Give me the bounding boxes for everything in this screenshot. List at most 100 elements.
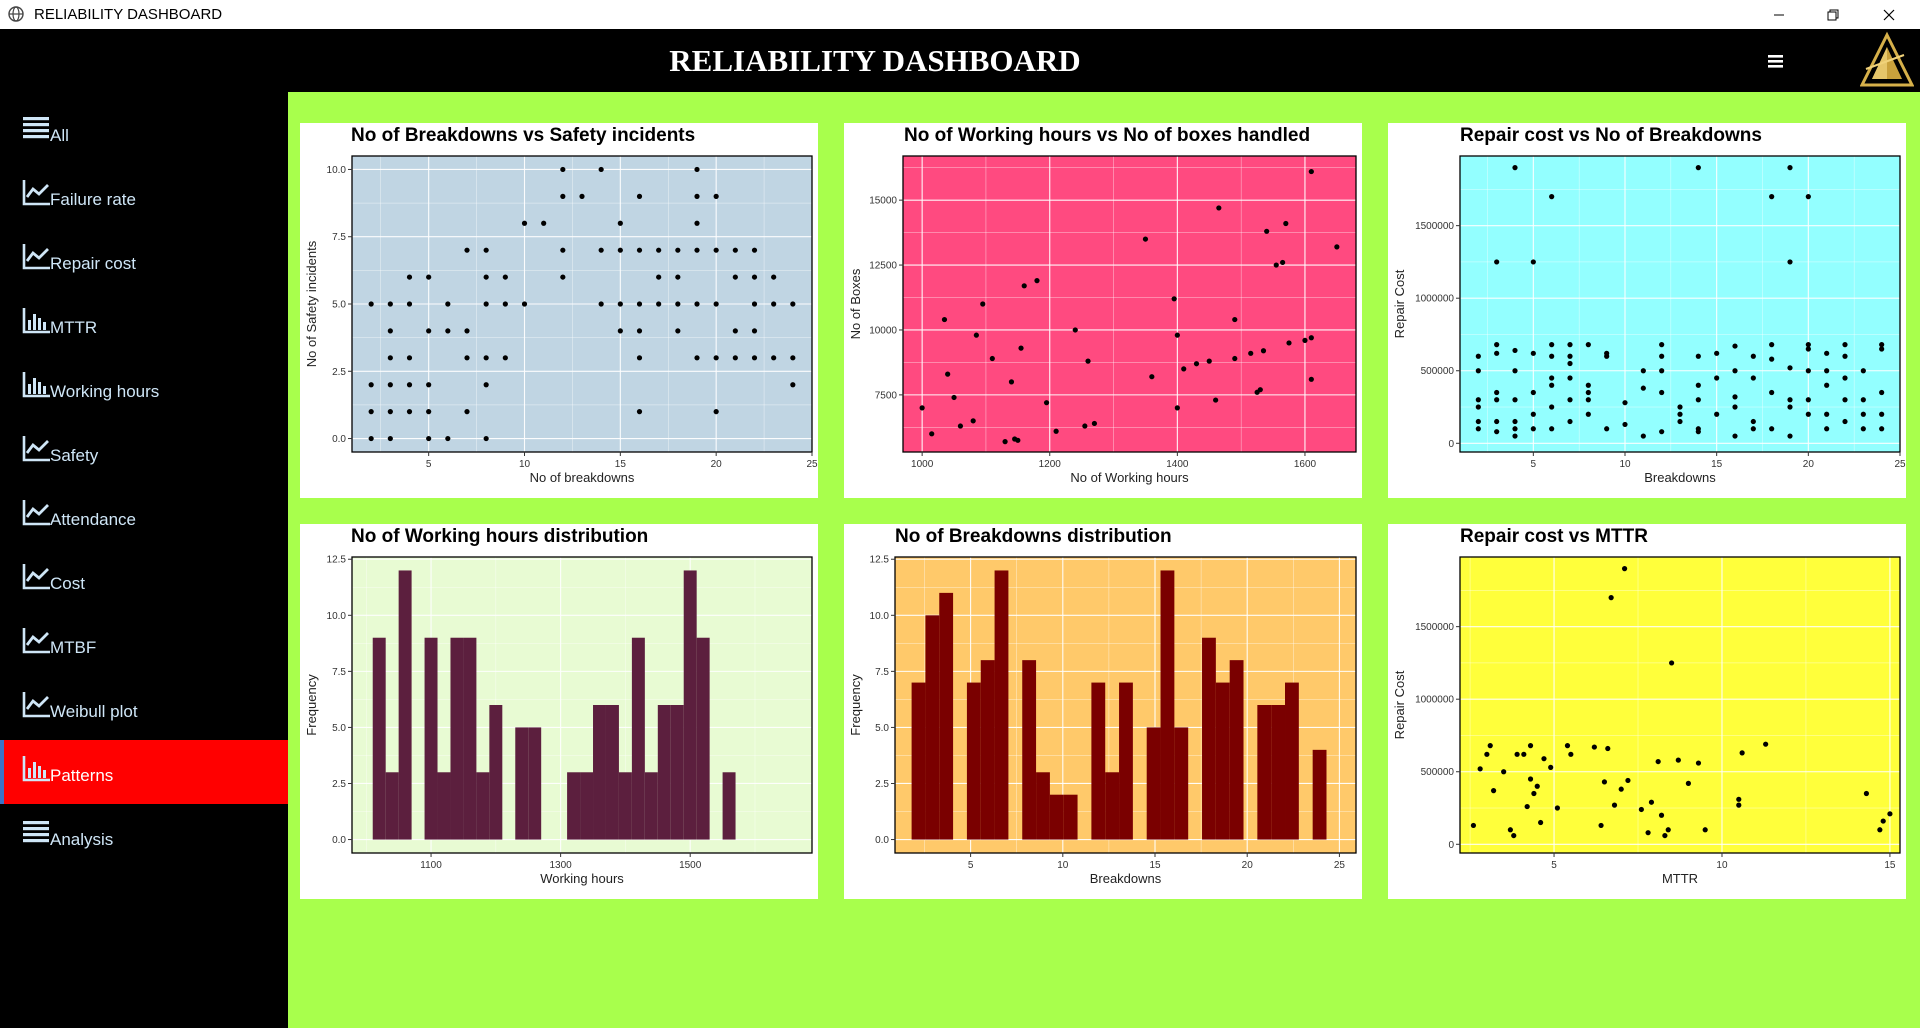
line-chart-icon [22, 564, 50, 590]
data-point [1824, 411, 1830, 417]
data-point [1512, 433, 1518, 439]
histogram-bar [528, 727, 542, 840]
data-point [1257, 387, 1263, 393]
data-point [1585, 342, 1591, 348]
data-point [502, 274, 508, 280]
sidebar-item-working-hours[interactable]: Working hours [0, 356, 288, 420]
y-tick-label: 2.5 [332, 779, 346, 790]
data-point [1549, 353, 1555, 359]
data-point [483, 247, 489, 253]
sidebar-item-attendance[interactable]: Attendance [0, 484, 288, 548]
sidebar-item-cost[interactable]: Cost [0, 548, 288, 612]
histogram-bar [994, 570, 1009, 840]
data-point [1213, 397, 1219, 403]
y-tick-label: 1500000 [1415, 221, 1454, 232]
data-point [1548, 764, 1554, 770]
sidebar-item-analysis[interactable]: Analysis [0, 804, 288, 868]
sidebar-item-label: MTTR [50, 318, 98, 337]
data-point [1494, 342, 1500, 348]
data-point [941, 316, 948, 323]
data-point [1174, 405, 1180, 411]
y-tick-label: 5.0 [332, 300, 346, 311]
x-tick-label: 1600 [1294, 459, 1317, 470]
data-point [1149, 374, 1155, 380]
data-point [1475, 404, 1481, 410]
minimize-button[interactable] [1756, 0, 1802, 29]
data-point [1302, 337, 1308, 343]
data-point [560, 274, 566, 280]
sidebar-item-mttr[interactable]: MTTR [0, 292, 288, 356]
data-point [1842, 418, 1848, 425]
data-point [1640, 385, 1646, 391]
data-point [1608, 595, 1614, 601]
data-point [1018, 345, 1024, 351]
data-point [1604, 353, 1610, 359]
sidebar-item-weibull-plot[interactable]: Weibull plot [0, 676, 288, 740]
restore-button[interactable] [1810, 0, 1856, 29]
data-point [1564, 743, 1571, 749]
data-point [1568, 751, 1574, 757]
sidebar-item-repair-cost[interactable]: Repair cost [0, 228, 288, 292]
x-axis-label: MTTR [1662, 871, 1698, 886]
data-point [1658, 812, 1665, 818]
hamburger-icon[interactable] [1766, 49, 1786, 73]
data-point [368, 435, 374, 442]
restore-icon [1827, 9, 1839, 20]
plot-background [1460, 557, 1900, 853]
data-point [1512, 347, 1518, 354]
sidebar-item-all[interactable]: All [0, 100, 288, 164]
sidebar-item-safety[interactable]: Safety [0, 420, 288, 484]
data-point [1494, 418, 1500, 425]
y-axis-label: No of Safety incidents [304, 240, 319, 367]
data-point [1512, 397, 1518, 403]
data-point [1549, 375, 1555, 381]
sidebar-item-patterns[interactable]: Patterns [0, 740, 288, 804]
x-axis-label: No of breakdowns [530, 470, 635, 485]
data-point [970, 418, 976, 424]
data-point [1072, 327, 1078, 333]
histogram-bar [618, 772, 632, 840]
sidebar-item-mtbf[interactable]: MTBF [0, 612, 288, 676]
data-point [1043, 400, 1050, 406]
minimize-icon [1774, 14, 1784, 15]
data-point [1842, 342, 1848, 348]
data-point [1787, 404, 1793, 410]
data-point [617, 247, 623, 253]
x-tick-label: 10 [1057, 860, 1069, 871]
data-point [1621, 566, 1628, 572]
data-point [1494, 389, 1500, 396]
data-point [694, 193, 700, 199]
line-chart-icon [22, 180, 50, 206]
data-point [1514, 751, 1520, 757]
sidebar-item-failure-rate[interactable]: Failure rate [0, 164, 288, 228]
chart-hours-vs-boxes: 1000 1200 1400 1600 7500 10000 12500 15000 No of… [848, 155, 1357, 485]
sidebar-item-label: Failure rate [50, 190, 136, 209]
plot-frame [902, 155, 1357, 453]
data-point [406, 409, 413, 415]
data-point [1695, 760, 1702, 766]
histogram-bar [424, 637, 438, 840]
data-point [426, 328, 432, 334]
sidebar-item-label: Cost [50, 574, 85, 593]
x-tick-label: 10 [519, 459, 531, 470]
data-point [1863, 790, 1870, 797]
histogram-bar [1146, 727, 1161, 840]
data-point [1549, 194, 1555, 200]
axis-ticks: 5 10 15 20 25 0 500000 1000000 1500000 [1415, 221, 1906, 470]
y-tick-label: 1000000 [1415, 294, 1454, 305]
data-point [1248, 350, 1254, 356]
data-point [1549, 426, 1555, 432]
y-tick-label: 0.0 [875, 835, 889, 846]
data-point [636, 247, 643, 253]
data-point [1530, 389, 1536, 396]
data-point [1567, 353, 1573, 359]
data-point [1567, 342, 1573, 348]
chart-repaircost-vs-breakdowns: 5 10 15 20 25 0 500000 1000000 1500000 Breakdowns… [1392, 155, 1906, 485]
close-button[interactable] [1866, 0, 1912, 29]
data-point [426, 382, 432, 388]
histogram-bar [463, 637, 477, 840]
x-tick-label: 5 [426, 459, 432, 470]
x-tick-label: 5 [1551, 860, 1557, 871]
data-point [1714, 375, 1720, 381]
histogram-bar [398, 570, 412, 840]
